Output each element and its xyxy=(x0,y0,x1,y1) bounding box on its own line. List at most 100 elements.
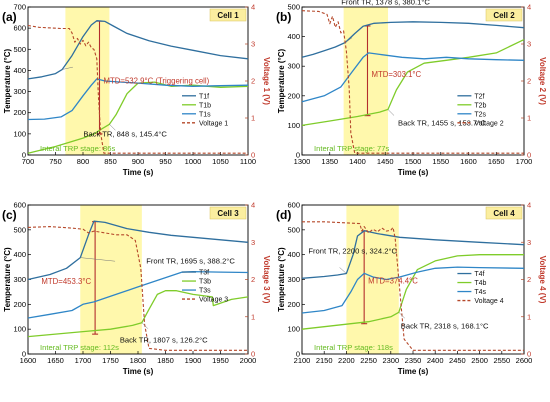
x-tick-label: 1300 xyxy=(294,157,311,166)
y-tick-label: 300 xyxy=(13,87,26,96)
x-axis-label: Time (s) xyxy=(123,367,154,376)
series-line-voltage xyxy=(301,10,524,154)
cell-badge-label: Cell 4 xyxy=(493,209,515,218)
y2-tick-label: 0 xyxy=(527,350,531,359)
y-tick-label: 0 xyxy=(296,151,300,160)
trp-stage-annotation: Interal TRP stage: 112s xyxy=(40,343,119,352)
x-tick-label: 2150 xyxy=(316,356,333,365)
series-line-back xyxy=(301,254,524,330)
legend-label-side: T3s xyxy=(199,288,211,295)
x-tick-label: 2350 xyxy=(405,356,422,365)
y-axis-label: Temperature (°C) xyxy=(3,247,12,312)
y2-tick-label: 4 xyxy=(527,201,531,210)
legend-label-voltage: Voltage 2 xyxy=(474,120,503,127)
x-tick-label: 1500 xyxy=(405,157,422,166)
y2-axis-label: Voltage 3 (V) xyxy=(262,256,271,304)
y-tick-label: 200 xyxy=(287,300,300,309)
y2-tick-label: 2 xyxy=(527,275,531,284)
trp-stage-annotation: Interal TRP stage: 118s xyxy=(314,343,393,352)
cell-badge xyxy=(485,206,523,220)
x-tick-label: 2500 xyxy=(471,356,488,365)
y2-axis-label: Voltage 1 (V) xyxy=(262,57,271,105)
cell-badge xyxy=(209,8,247,22)
series-line-back xyxy=(301,39,525,127)
x-tick-label: 2400 xyxy=(427,356,444,365)
front-tr-annotation: Front TR, 2200 s, 324.2°C xyxy=(308,246,397,255)
legend-label-voltage: Voltage 1 xyxy=(199,120,228,127)
front-tr-pointer xyxy=(62,66,73,70)
y-tick-label: 300 xyxy=(287,62,300,71)
cell-badge-label: Cell 1 xyxy=(217,11,239,20)
x-tick-label: 1100 xyxy=(240,157,256,166)
y-tick-label: 100 xyxy=(13,325,26,334)
y2-tick-label: 1 xyxy=(251,114,255,123)
x-tick-label: 1650 xyxy=(47,356,64,365)
y2-tick-label: 0 xyxy=(251,350,255,359)
x-tick-label: 700 xyxy=(22,157,35,166)
series-line-front xyxy=(27,220,249,281)
panel-c: 1600 1650 1700 1750 1800 1850 1900 1950 20000100… xyxy=(2,201,271,377)
y2-tick-label: 4 xyxy=(251,3,255,12)
y2-tick-label: 3 xyxy=(251,40,255,49)
trp-stage-annotation: Interal TRP stage: 86s xyxy=(40,144,115,153)
x-tick-label: 2450 xyxy=(449,356,466,365)
series-line-side xyxy=(301,52,525,103)
mtd-annotation: MTD=532.9°C (Triggering cell) xyxy=(104,77,210,86)
legend-label-front: T1f xyxy=(199,93,209,100)
cell-badge-label: Cell 2 xyxy=(493,11,515,20)
y-tick-label: 400 xyxy=(287,250,300,259)
y2-tick-label: 1 xyxy=(527,312,531,321)
x-tick-label: 1000 xyxy=(185,157,202,166)
y-tick-label: 200 xyxy=(287,91,300,100)
front-tr-annotation: Front TR, 1378 s, 380.1°C xyxy=(341,0,430,6)
series-line-front xyxy=(27,20,249,80)
back-tr-pointer xyxy=(109,124,116,131)
legend-label-voltage: Voltage 4 xyxy=(474,298,503,305)
x-tick-label: 1850 xyxy=(157,356,174,365)
y-axis-label: Temperature (°C) xyxy=(3,48,12,113)
y2-tick-label: 1 xyxy=(251,312,255,321)
x-tick-label: 2550 xyxy=(493,356,510,365)
y2-tick-label: 2 xyxy=(251,275,255,284)
mtd-annotation: MTD=374.4°C xyxy=(368,276,418,285)
back-tr-pointer xyxy=(141,322,149,329)
trp-highlight-band xyxy=(65,7,110,155)
legend-label-back: T4b xyxy=(474,280,486,287)
legend-label-front: T4f xyxy=(474,271,484,278)
mtd-annotation: MTD=453.3°C xyxy=(41,277,91,286)
x-tick-label: 1750 xyxy=(102,356,119,365)
y-tick-label: 0 xyxy=(296,350,300,359)
y-tick-label: 200 xyxy=(13,108,26,117)
y-tick-label: 500 xyxy=(287,225,300,234)
series-line-voltage xyxy=(27,226,248,351)
y2-tick-label: 3 xyxy=(251,238,255,247)
y-tick-label: 500 xyxy=(13,45,26,54)
y-axis-label: Temperature (°C) xyxy=(277,247,286,312)
legend-label-side: T4s xyxy=(474,289,486,296)
legend-label-voltage: Voltage 3 xyxy=(199,297,228,304)
back-tr-annotation: Back TR, 848 s, 145.4°C xyxy=(83,129,167,138)
y-tick-label: 100 xyxy=(13,129,26,138)
x-axis-label: Time (s) xyxy=(123,168,154,177)
x-tick-label: 850 xyxy=(104,157,117,166)
y2-tick-label: 1 xyxy=(527,114,531,123)
x-tick-label: 1950 xyxy=(212,356,229,365)
y-tick-label: 300 xyxy=(287,275,300,284)
back-tr-pointer xyxy=(398,312,405,319)
cell-badge xyxy=(209,206,247,220)
plot-frame xyxy=(301,6,525,156)
x-tick-label: 1450 xyxy=(377,157,394,166)
front-tr-pointer xyxy=(345,37,353,43)
x-tick-label: 2200 xyxy=(338,356,355,365)
series-line-front xyxy=(301,21,525,58)
front-tr-pointer xyxy=(339,267,347,274)
x-tick-label: 1550 xyxy=(432,157,449,166)
trp-stage-annotation: Interal TRP stage: 77s xyxy=(314,144,389,153)
x-tick-label: 2300 xyxy=(382,356,399,365)
y2-tick-label: 3 xyxy=(527,40,531,49)
y-tick-label: 700 xyxy=(13,3,26,12)
y2-axis-label: Voltage 4 (V) xyxy=(538,256,547,304)
back-tr-annotation: Back TR, 2318 s, 168.1°C xyxy=(401,321,489,330)
y-tick-label: 200 xyxy=(13,300,26,309)
